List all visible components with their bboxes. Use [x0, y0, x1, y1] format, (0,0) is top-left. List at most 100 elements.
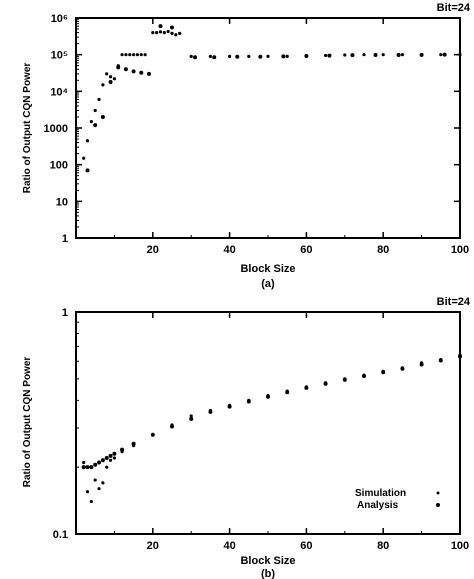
data-point [442, 52, 447, 57]
data-point [158, 24, 163, 29]
data-point [123, 67, 128, 72]
legend-b: Simulation Analysis [355, 488, 440, 511]
data-point [139, 70, 144, 75]
data-point [100, 458, 105, 463]
data-point [151, 30, 155, 35]
data-point [419, 362, 424, 367]
data-point [93, 108, 97, 113]
data-point [281, 54, 286, 59]
data-point [323, 381, 328, 386]
data-point [131, 69, 136, 74]
data-point [343, 53, 347, 57]
y-ticks-a: 1 10 100 1000 10⁴ 10⁵ 10⁶ [44, 13, 460, 245]
corner-label-b: Bit=24 [437, 296, 471, 308]
y-ticks-b: 0.11 [53, 307, 460, 541]
data-point [135, 53, 140, 57]
data-point [131, 441, 136, 446]
x-ticks-b: 20 40 60 80 100 [113, 312, 469, 552]
data-point [120, 447, 125, 452]
data-point [246, 399, 251, 404]
x-tick-label: 20 [147, 244, 159, 256]
data-point [266, 394, 270, 399]
data-point [97, 460, 102, 465]
data-point [162, 30, 166, 35]
data-point [266, 54, 270, 58]
panel-label-a: (a) [261, 278, 275, 290]
data-points-b [81, 353, 462, 504]
data-point [458, 354, 462, 359]
data-point [89, 499, 93, 504]
data-point [124, 53, 128, 57]
data-point [189, 54, 193, 58]
data-point [82, 460, 86, 465]
data-point [93, 462, 98, 467]
x-tick-label: 40 [223, 540, 235, 552]
data-point [89, 465, 94, 470]
data-point [104, 455, 109, 460]
data-point [100, 114, 105, 119]
data-point [120, 53, 124, 57]
y-tick-label: 1 [62, 233, 68, 245]
x-tick-label: 100 [451, 244, 469, 256]
data-point [146, 71, 151, 76]
data-point [170, 31, 174, 36]
data-point [81, 465, 86, 470]
data-point [85, 168, 90, 173]
data-point [400, 53, 404, 57]
data-point [373, 52, 378, 57]
data-point [381, 370, 386, 375]
x-tick-label: 80 [377, 244, 389, 256]
data-point [132, 53, 136, 57]
data-point [174, 33, 178, 37]
y-tick-label: 0.1 [53, 529, 68, 541]
data-point [105, 72, 109, 76]
data-point [112, 456, 116, 460]
data-point [82, 156, 86, 160]
x-ticks-a: 20 40 60 80 100 [113, 18, 469, 256]
data-point [381, 53, 385, 57]
x-tick-label: 80 [377, 540, 389, 552]
data-point [228, 54, 232, 58]
data-point [247, 54, 251, 58]
data-point [227, 404, 232, 409]
data-point [208, 409, 213, 414]
data-point [93, 123, 98, 128]
data-point [93, 478, 97, 482]
panel-label-b: (b) [261, 568, 275, 579]
x-axis-label-b: Block Size [240, 555, 295, 567]
data-point [419, 52, 424, 57]
data-point [235, 54, 240, 59]
data-point [105, 465, 109, 469]
data-point [212, 55, 217, 60]
data-point [439, 53, 443, 57]
data-point [396, 52, 401, 57]
x-tick-label: 100 [451, 540, 469, 552]
y-tick-label: 1000 [44, 123, 68, 135]
data-point [85, 490, 90, 494]
x-axis-label-a: Block Size [240, 263, 295, 275]
y-tick-label: 100 [50, 160, 68, 172]
data-point [350, 53, 355, 58]
y-axis-label-b: Ratio of Output CQN Power [22, 357, 33, 488]
y-tick-label: 10 [56, 196, 68, 208]
data-point [304, 385, 309, 390]
data-point [258, 54, 263, 59]
plot-frame-a [75, 17, 461, 239]
panel-b: Bit=24 Ratio of Output CQN Power Block S… [22, 296, 471, 579]
data-point [139, 53, 143, 57]
panel-a: Bit=24 Ratio of Output CQN Power Block S… [22, 2, 471, 290]
data-point [208, 54, 212, 58]
data-point [97, 97, 101, 102]
data-point [285, 54, 289, 58]
legend-marker-analysis [436, 503, 440, 507]
data-point [189, 414, 193, 418]
y-tick-label: 10⁵ [51, 50, 68, 62]
legend-marker-simulation [436, 491, 440, 495]
plot-frame-b [75, 311, 461, 535]
data-point [155, 30, 159, 35]
data-point [116, 65, 121, 70]
x-tick-label: 60 [300, 244, 312, 256]
data-point [362, 53, 366, 57]
corner-label-a: Bit=24 [437, 2, 471, 14]
